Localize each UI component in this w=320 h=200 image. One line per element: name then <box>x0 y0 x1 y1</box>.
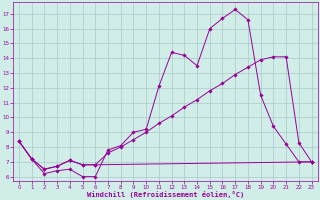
X-axis label: Windchill (Refroidissement éolien,°C): Windchill (Refroidissement éolien,°C) <box>87 191 244 198</box>
